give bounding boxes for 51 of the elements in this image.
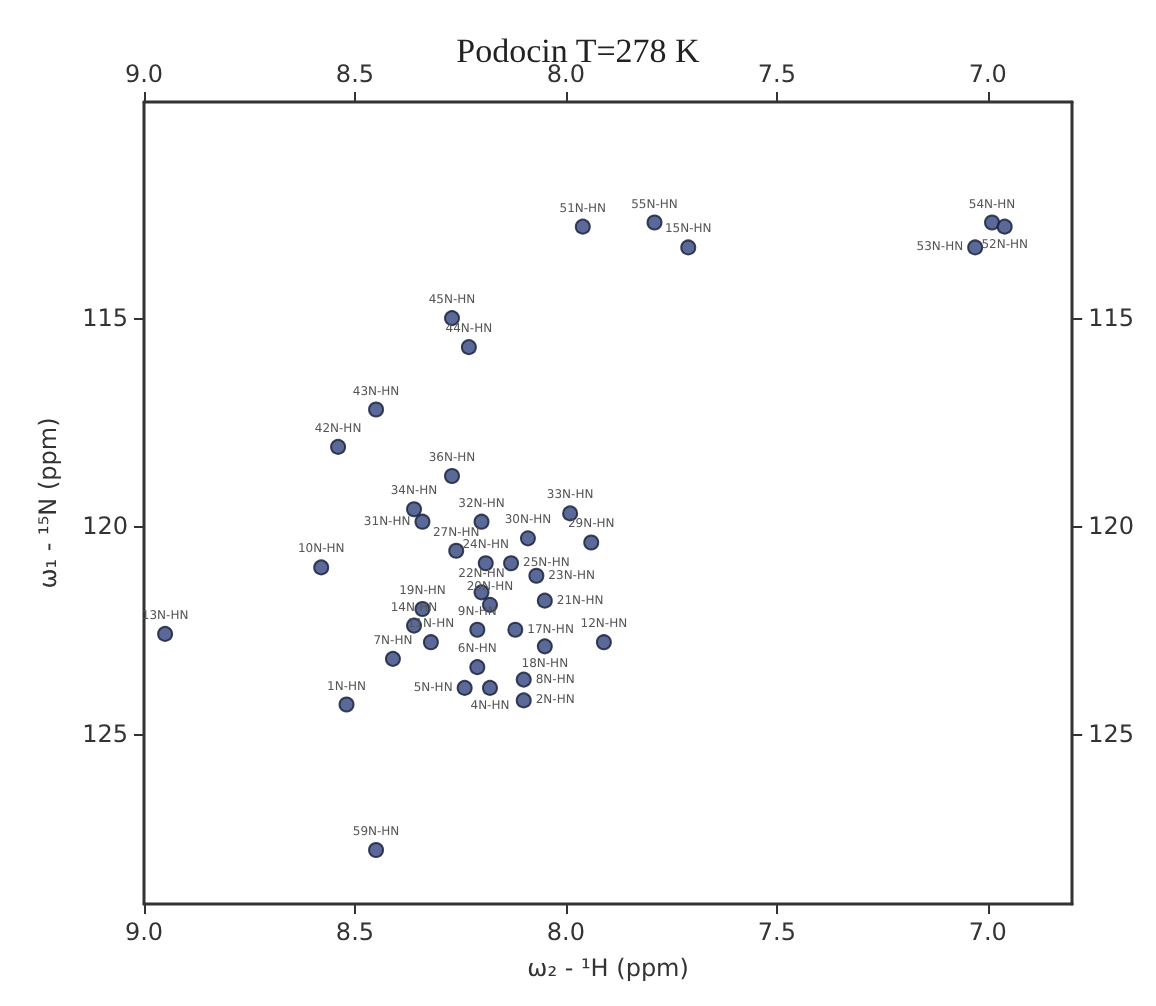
point: [515, 692, 532, 709]
x-axis-title: ω₂ - ¹H (ppm): [527, 954, 689, 982]
point: [330, 438, 347, 455]
point: [448, 542, 465, 559]
point: [680, 239, 697, 256]
y-tick-label: 125: [82, 719, 128, 748]
x2-tick-label: 9.0: [124, 60, 164, 88]
y-tick-label: 115: [82, 304, 128, 333]
point: [368, 841, 385, 858]
point: [368, 401, 385, 418]
x2-tick-label: 7.5: [757, 60, 796, 88]
point: [528, 567, 545, 584]
x-tick-label: 7.0: [968, 918, 1007, 946]
point: [460, 339, 477, 356]
point: [519, 530, 536, 547]
point: [473, 513, 490, 530]
point: [157, 625, 174, 642]
point: [536, 638, 553, 655]
point: [984, 214, 1001, 231]
point: [469, 621, 486, 638]
x2-tick-label: 8.5: [335, 60, 375, 88]
x-tick-label: 7.5: [757, 918, 796, 946]
point: [422, 634, 439, 651]
point: [574, 218, 591, 235]
y2-tick-label: 120: [1088, 511, 1134, 540]
x-tick-label: 9.0: [124, 918, 164, 946]
x-tick-label: 8.0: [546, 918, 585, 946]
point: [595, 634, 612, 651]
point: [967, 239, 984, 256]
point: [406, 501, 423, 518]
point: [996, 218, 1013, 235]
point: [536, 592, 553, 609]
x-tick-label: 8.5: [335, 918, 375, 946]
y-axis-title: ω₁ - ¹⁵N (ppm): [34, 417, 63, 589]
point: [414, 513, 431, 530]
point: [338, 696, 355, 713]
point: [384, 650, 401, 667]
point: [503, 555, 520, 572]
point: [583, 534, 600, 551]
y2-tick-label: 125: [1088, 719, 1134, 748]
point: [481, 679, 498, 696]
point: [444, 467, 460, 484]
point: [469, 659, 486, 676]
point: [313, 559, 330, 576]
point: [507, 621, 524, 638]
point: [456, 679, 473, 696]
y-tick-label: 120: [82, 511, 128, 540]
point: [515, 671, 532, 688]
point: [646, 214, 663, 231]
x2-tick-label: 7.0: [968, 60, 1007, 88]
y2-tick-label: 115: [1088, 304, 1134, 333]
